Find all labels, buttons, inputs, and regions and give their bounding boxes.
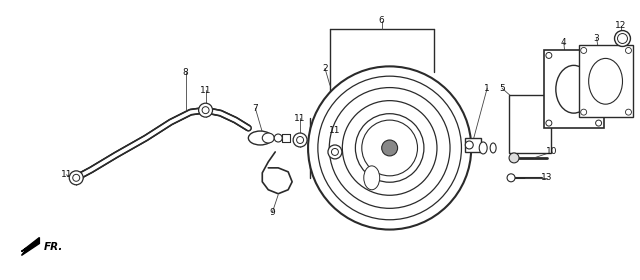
Text: 11: 11: [61, 170, 72, 179]
Text: 1: 1: [484, 84, 490, 93]
Circle shape: [596, 120, 602, 126]
Ellipse shape: [248, 131, 272, 145]
Circle shape: [465, 141, 473, 149]
Circle shape: [546, 120, 552, 126]
Circle shape: [69, 171, 83, 185]
Circle shape: [381, 140, 397, 156]
Circle shape: [618, 34, 627, 43]
Circle shape: [509, 153, 519, 163]
Circle shape: [308, 66, 471, 230]
Circle shape: [342, 101, 437, 195]
Ellipse shape: [589, 59, 623, 104]
Circle shape: [625, 109, 632, 115]
Circle shape: [318, 76, 461, 220]
Text: 4: 4: [561, 38, 566, 47]
Ellipse shape: [364, 166, 380, 190]
Text: FR.: FR.: [44, 242, 63, 253]
Circle shape: [625, 48, 632, 53]
Text: 11: 11: [329, 125, 340, 135]
Ellipse shape: [274, 134, 282, 142]
Circle shape: [614, 31, 630, 46]
Text: 7: 7: [252, 104, 258, 113]
Polygon shape: [22, 237, 40, 255]
Circle shape: [329, 88, 450, 208]
Text: 11: 11: [294, 114, 306, 123]
Circle shape: [580, 48, 587, 53]
Text: 10: 10: [546, 148, 557, 157]
Text: 5: 5: [499, 84, 505, 93]
Circle shape: [596, 52, 602, 59]
Circle shape: [580, 109, 587, 115]
Text: 11: 11: [200, 86, 211, 95]
Circle shape: [507, 174, 515, 182]
Circle shape: [546, 52, 552, 59]
Text: 3: 3: [594, 34, 600, 43]
Text: 6: 6: [379, 16, 385, 25]
Text: 12: 12: [615, 21, 626, 30]
Circle shape: [73, 174, 80, 181]
Ellipse shape: [479, 142, 487, 154]
Bar: [544, 50, 604, 128]
Text: 9: 9: [269, 208, 275, 217]
Ellipse shape: [262, 133, 274, 143]
Bar: [579, 45, 634, 117]
Text: 8: 8: [183, 68, 189, 77]
Circle shape: [355, 114, 424, 182]
Text: 2: 2: [322, 64, 328, 73]
Text: 13: 13: [541, 173, 552, 182]
Circle shape: [198, 103, 212, 117]
Circle shape: [293, 133, 307, 147]
Circle shape: [362, 120, 417, 176]
Bar: [509, 95, 551, 153]
Ellipse shape: [490, 143, 496, 153]
Circle shape: [296, 137, 303, 143]
Bar: [465, 138, 481, 152]
Circle shape: [332, 148, 339, 155]
Circle shape: [202, 107, 209, 114]
Circle shape: [328, 145, 342, 159]
Ellipse shape: [556, 65, 591, 113]
